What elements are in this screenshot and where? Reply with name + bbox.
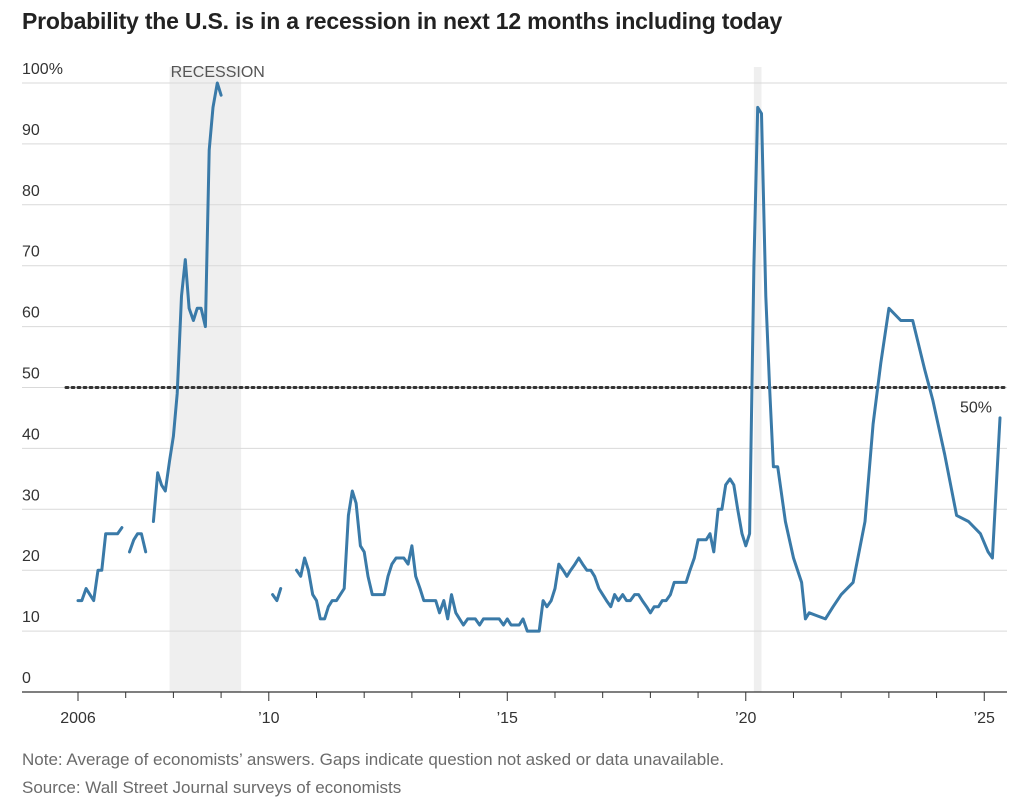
recession-band — [753, 67, 762, 692]
x-tick-label: 2006 — [60, 710, 96, 727]
y-tick-label: 80 — [22, 183, 40, 200]
y-tick-labels: 0 10 20 30 40 50 60 70 80 90 100% — [22, 61, 63, 687]
x-tick-label: ’15 — [497, 710, 518, 727]
y-tick-label: 20 — [22, 548, 40, 565]
recession-label: RECESSION — [171, 64, 265, 81]
series-line-group — [76, 81, 1002, 633]
y-tick-label: 90 — [22, 122, 40, 139]
series-line-segment — [76, 526, 124, 603]
y-tick-label: 30 — [22, 487, 40, 504]
y-tick-label: 10 — [22, 609, 40, 626]
y-tick-label: 60 — [22, 305, 40, 322]
y-tick-label: 40 — [22, 426, 40, 443]
x-tick-label: ’20 — [735, 710, 756, 727]
recession-bands: RECESSION — [169, 64, 762, 692]
y-tick-label: 50 — [22, 366, 40, 383]
y-tick-label: 70 — [22, 244, 40, 261]
chart-title: Probability the U.S. is in a recession i… — [22, 8, 783, 34]
recession-probability-chart: RECESSION 0 10 20 30 40 50 60 70 80 90 100% 2006 ’1… — [22, 61, 1009, 727]
series-line-segment — [295, 105, 1002, 633]
x-axis: 2006 ’10 ’15 ’20 ’25 — [22, 691, 1007, 727]
y-tick-label: 0 — [22, 670, 31, 687]
x-tick-label: ’25 — [974, 710, 995, 727]
threshold-label: 50% — [960, 400, 992, 417]
x-tick-label: ’10 — [258, 710, 279, 727]
threshold-line-group: 50% — [64, 386, 1009, 417]
series-line-segment — [271, 587, 283, 603]
chart-source: Source: Wall Street Journal surveys of e… — [22, 778, 402, 797]
gridlines — [22, 82, 1007, 632]
recession-band — [169, 67, 242, 692]
y-tick-label: 100% — [22, 61, 63, 78]
series-line-segment — [151, 81, 223, 523]
series-line-segment — [128, 532, 148, 554]
chart-note: Note: Average of economists’ answers. Ga… — [22, 750, 725, 769]
